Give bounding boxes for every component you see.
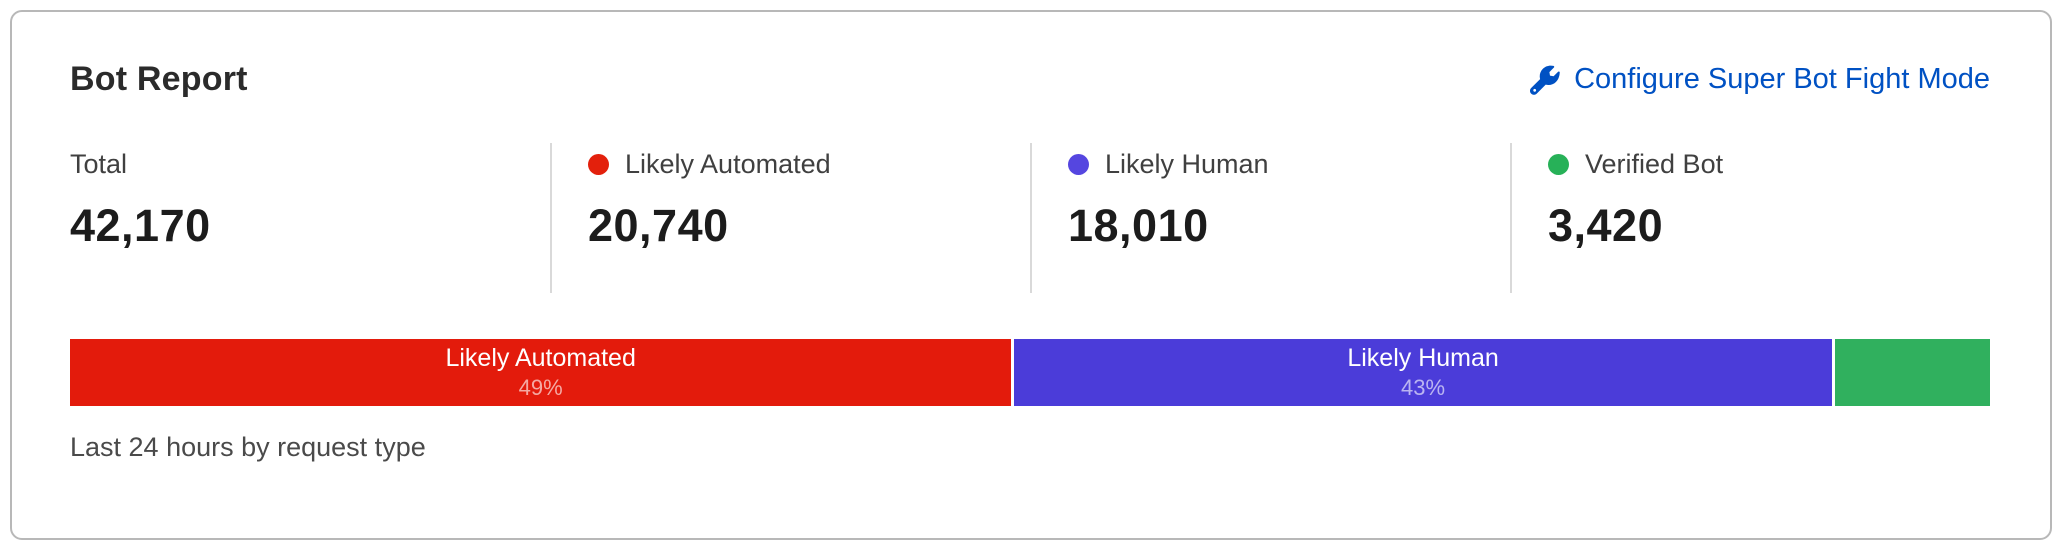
bar-segment-likely-automated-label: Likely Automated [445,344,636,373]
bar-segment-likely-automated-percent: 49% [518,375,563,401]
likely-human-dot-icon [1068,154,1089,175]
stat-likely-human-label: Likely Human [1105,149,1269,179]
stat-likely-automated-value: 20,740 [588,200,729,251]
stat-total-value: 42,170 [70,200,211,251]
bot-report-card: Bot Report Configure Super Bot Fight Mod… [10,10,2052,540]
stat-total: Total 42,170 [70,143,550,293]
bar-segment-likely-human[interactable]: Likely Human 43% [1011,339,1832,406]
wrench-icon [1530,65,1560,95]
stat-verified-bot: Verified Bot 3,420 [1510,143,1990,293]
stat-verified-bot-value: 3,420 [1548,200,1664,251]
stat-verified-bot-label: Verified Bot [1585,149,1724,179]
stat-likely-human: Likely Human 18,010 [1030,143,1510,293]
bar-segment-likely-human-percent: 43% [1401,375,1446,401]
stat-total-label: Total [70,149,128,179]
configure-link-label: Configure Super Bot Fight Mode [1574,63,1990,95]
stat-likely-automated-label: Likely Automated [625,149,831,179]
bar-segment-likely-automated[interactable]: Likely Automated 49% [70,339,1012,406]
bar-segment-likely-human-label: Likely Human [1347,344,1499,373]
chart-caption: Last 24 hours by request type [70,432,426,462]
stat-likely-automated: Likely Automated 20,740 [550,143,1030,293]
verified-bot-dot-icon [1548,154,1569,175]
likely-automated-dot-icon [588,154,609,175]
request-type-stacked-bar: Likely Automated 49% Likely Human 43% [70,339,1990,406]
stats-row: Total 42,170 Likely Automated 20,740 Lik… [70,143,1990,293]
card-header: Bot Report Configure Super Bot Fight Mod… [70,60,1990,99]
stat-likely-human-value: 18,010 [1068,200,1209,251]
page-title: Bot Report [70,60,248,98]
configure-super-bot-fight-mode-link[interactable]: Configure Super Bot Fight Mode [1530,63,1990,96]
bar-segment-verified-bot[interactable] [1831,339,1990,406]
